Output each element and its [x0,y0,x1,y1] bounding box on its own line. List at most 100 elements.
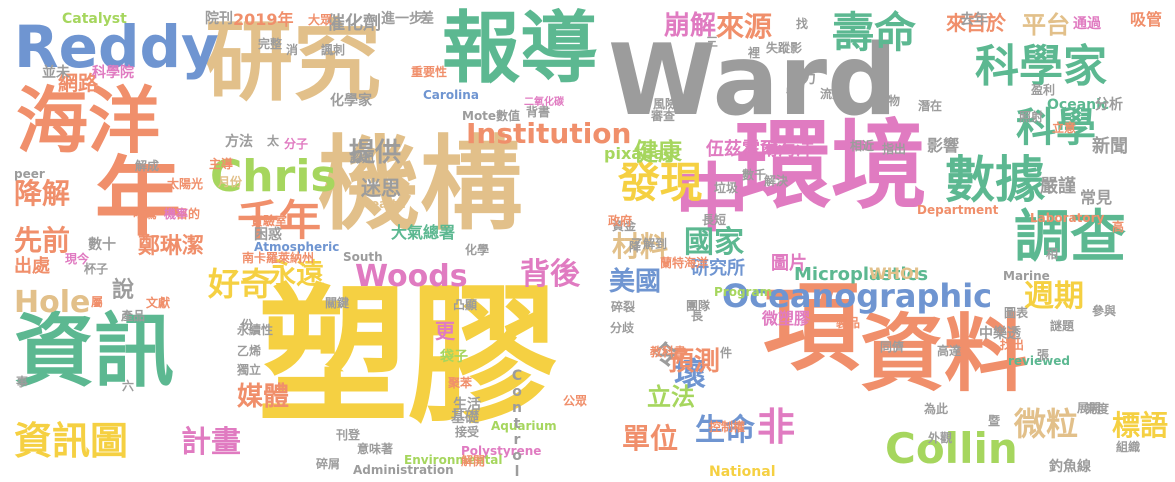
word-49: 令 [652,341,679,371]
word-71: 2019年 [233,10,294,29]
word-107: 二氧化碳 [524,97,564,108]
word-15: 調查 [1014,205,1126,270]
word-44: 美國 [609,267,662,297]
word-37: 生命 [695,413,755,448]
word-131: Program [714,285,773,299]
word-111: 流入 [820,87,845,101]
word-30: 國家 [684,225,744,260]
word-158: 刊登 [336,428,361,442]
word-25: 資訊圖 [14,419,129,463]
word-110: 皆 [785,87,798,101]
word-108: 風險 [653,97,678,111]
word-23: Woods [355,259,468,294]
word-59: 說 [112,278,135,303]
word-74: 進一步 [381,11,423,27]
word-61: 催化劑 [327,13,381,34]
word-0: 塑膠 [258,270,559,444]
word-40: 先前 [14,224,71,257]
word-198: 為此 [924,402,949,416]
word-168: 份 [241,318,254,332]
word-90: 目的 [176,207,201,221]
word-128: 凸顯 [453,298,478,312]
word-149: 控制權 [709,420,746,434]
word-179: 完整 [258,37,283,51]
word-192: 長 [691,309,704,323]
word-93: 困惑 [254,227,282,243]
word-33: 材料 [612,230,669,263]
word-48: 媒體 [237,382,290,412]
word-1: Ward [608,24,898,138]
word-94: 數十 [88,237,116,253]
word-58: 鄭琳潔 [138,234,205,259]
word-150: National [709,464,776,480]
word-151: 外觀 [928,431,953,445]
word-2: 機構 [318,126,522,245]
word-174: 解成 [135,159,160,173]
word-42: 崩解 [664,11,717,41]
word-68: WHOI [869,264,920,283]
word-82: 化學家 [330,93,372,109]
word-163: Control [509,368,525,480]
word-97: Atmospheric [254,240,340,254]
word-105: 數值 [496,109,521,123]
word-180: 消 [286,43,299,57]
word-187: 解決 [764,174,789,188]
word-195: 謎題 [1050,319,1075,333]
word-182: 大眾 [308,13,333,27]
word-38: 非 [757,405,796,449]
word-50: 標語 [1112,409,1169,442]
word-112: 盈利 [1031,83,1056,97]
word-95: 杯子 [84,262,109,276]
word-186: 潛在 [918,99,943,113]
word-162: Administration [353,463,454,477]
word-177: 失蹤影 [766,41,803,55]
word-13: 壽命 [832,8,917,57]
word-11: 中 [675,156,749,242]
word-24: Institution [466,117,632,150]
word-5: 報導 [442,4,599,94]
word-191: 件 [720,346,733,360]
word-55: 迷思 [361,176,401,200]
word-80: 並未 [42,65,70,81]
word-116: 立意 [1052,121,1077,135]
word-143: 聚苯 [448,376,473,390]
word-75: 差 [420,11,434,27]
word-64: 新聞 [1092,136,1128,157]
word-185: 產物 [876,94,901,108]
word-29: 好奇 [208,265,273,303]
word-129: 碎裂 [611,300,636,314]
word-193: 降 [629,240,642,254]
word-57: 出處 [14,256,50,277]
word-104: Mote [462,109,497,123]
word-51: 平台 [1022,11,1070,39]
word-45: 單位 [622,422,679,455]
word-8: 海洋 [16,79,161,163]
word-36: 計畫 [181,425,241,460]
word-46: 預測 [668,347,721,377]
word-138: 高達 [937,344,962,358]
word-117: 相近 [850,139,875,153]
word-6: 資訊 [14,305,174,398]
word-114: 分析 [1095,97,1123,113]
word-28: 週期 [1024,279,1084,314]
word-154: 展開 [1077,401,1102,415]
word-155: 永續性 [237,323,274,337]
word-85: 分子 [284,137,309,151]
word-194: 蘭特海洋 [660,256,709,270]
word-9: 項 [763,272,859,384]
word-60: 更 [435,319,455,343]
word-132: 製品 [836,316,861,330]
word-119: 垃圾 [714,181,739,195]
word-183: 三 [706,35,719,49]
word-54: 伍茲霍爾海洋 [706,139,814,160]
word-88: 月份 [218,175,243,189]
word-148: Polystyrene [461,444,542,458]
word-27: 微粒 [1014,405,1079,443]
word-63: 圖片 [771,253,807,274]
word-189: 高 [1112,220,1125,234]
word-89: 吃驚 [133,207,158,221]
word-76: 致力 [788,71,816,87]
word-171: 公眾 [563,394,588,408]
word-173: peer [14,167,45,181]
word-69: 影響 [927,136,960,155]
